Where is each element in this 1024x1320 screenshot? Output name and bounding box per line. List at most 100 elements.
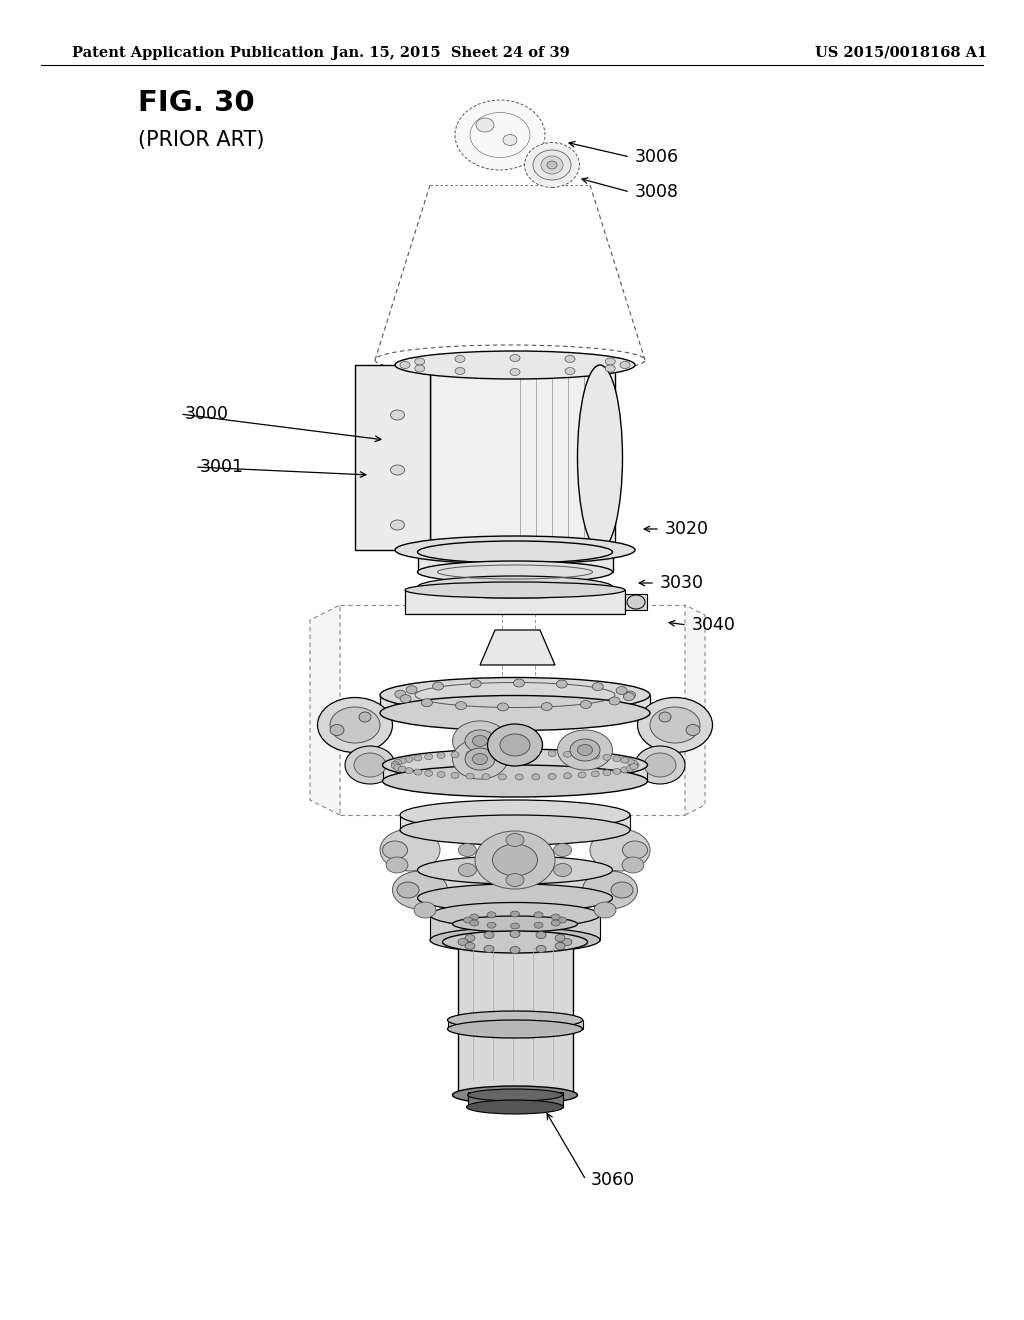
Ellipse shape xyxy=(510,368,520,375)
Bar xyxy=(406,590,625,614)
Ellipse shape xyxy=(631,762,639,768)
Ellipse shape xyxy=(437,752,445,759)
Ellipse shape xyxy=(583,871,638,909)
Bar xyxy=(447,1020,583,1030)
Ellipse shape xyxy=(470,913,479,920)
Ellipse shape xyxy=(511,911,519,917)
Ellipse shape xyxy=(630,764,638,770)
Ellipse shape xyxy=(484,945,494,953)
Ellipse shape xyxy=(422,698,432,706)
Text: FIG. 30: FIG. 30 xyxy=(138,88,255,117)
Ellipse shape xyxy=(465,942,475,949)
Ellipse shape xyxy=(524,143,580,187)
Ellipse shape xyxy=(391,763,399,768)
Ellipse shape xyxy=(499,774,507,780)
Ellipse shape xyxy=(638,697,713,752)
Ellipse shape xyxy=(418,884,612,912)
Ellipse shape xyxy=(380,829,440,871)
Ellipse shape xyxy=(475,832,555,888)
Ellipse shape xyxy=(459,863,476,876)
Ellipse shape xyxy=(590,829,650,871)
Ellipse shape xyxy=(592,682,603,690)
Bar xyxy=(383,766,647,781)
Ellipse shape xyxy=(354,752,386,777)
Ellipse shape xyxy=(392,871,447,909)
Ellipse shape xyxy=(659,711,671,722)
Ellipse shape xyxy=(383,766,647,797)
Ellipse shape xyxy=(465,748,495,770)
Ellipse shape xyxy=(467,1100,563,1114)
Ellipse shape xyxy=(493,843,538,876)
Ellipse shape xyxy=(605,358,615,366)
Ellipse shape xyxy=(578,366,623,550)
Ellipse shape xyxy=(406,756,413,763)
Ellipse shape xyxy=(437,771,445,777)
Ellipse shape xyxy=(630,760,638,767)
Bar xyxy=(458,942,572,1096)
Polygon shape xyxy=(310,605,340,814)
Ellipse shape xyxy=(414,755,422,760)
Ellipse shape xyxy=(644,752,676,777)
Ellipse shape xyxy=(380,677,650,713)
Text: 3006: 3006 xyxy=(635,148,679,166)
Bar xyxy=(418,552,612,572)
Ellipse shape xyxy=(555,942,565,949)
Ellipse shape xyxy=(609,697,621,705)
Ellipse shape xyxy=(531,774,540,780)
Ellipse shape xyxy=(330,725,344,735)
Ellipse shape xyxy=(395,536,635,564)
Ellipse shape xyxy=(611,882,633,898)
Ellipse shape xyxy=(317,697,392,752)
Bar xyxy=(380,696,650,713)
Bar xyxy=(625,594,647,610)
Ellipse shape xyxy=(430,928,600,953)
Ellipse shape xyxy=(627,766,634,771)
Ellipse shape xyxy=(398,766,407,772)
Text: 3040: 3040 xyxy=(692,616,736,634)
Ellipse shape xyxy=(482,750,489,756)
Ellipse shape xyxy=(465,730,495,752)
Ellipse shape xyxy=(612,755,621,762)
Ellipse shape xyxy=(456,702,467,710)
Ellipse shape xyxy=(510,355,520,362)
Ellipse shape xyxy=(345,746,395,784)
Ellipse shape xyxy=(465,935,475,941)
Ellipse shape xyxy=(623,841,647,859)
Ellipse shape xyxy=(425,754,433,760)
Ellipse shape xyxy=(612,768,621,775)
Ellipse shape xyxy=(453,916,578,932)
Ellipse shape xyxy=(500,734,530,756)
Ellipse shape xyxy=(393,759,401,766)
Ellipse shape xyxy=(418,576,612,598)
Ellipse shape xyxy=(565,355,575,363)
Ellipse shape xyxy=(563,772,571,779)
Polygon shape xyxy=(480,630,555,665)
Ellipse shape xyxy=(635,746,685,784)
Text: 3000: 3000 xyxy=(185,405,229,422)
Ellipse shape xyxy=(621,767,629,774)
Ellipse shape xyxy=(511,923,519,929)
Ellipse shape xyxy=(510,931,520,937)
Ellipse shape xyxy=(455,100,545,170)
Ellipse shape xyxy=(476,117,494,132)
Ellipse shape xyxy=(400,694,411,702)
Ellipse shape xyxy=(390,411,404,420)
Ellipse shape xyxy=(414,770,422,775)
Ellipse shape xyxy=(627,759,634,764)
Ellipse shape xyxy=(591,771,599,777)
Bar xyxy=(430,915,600,940)
Ellipse shape xyxy=(624,693,635,701)
Ellipse shape xyxy=(686,725,700,735)
Ellipse shape xyxy=(594,902,616,917)
Ellipse shape xyxy=(406,582,625,598)
Ellipse shape xyxy=(499,750,507,756)
Ellipse shape xyxy=(482,774,489,780)
Ellipse shape xyxy=(395,690,406,698)
Ellipse shape xyxy=(579,772,586,777)
Ellipse shape xyxy=(531,750,540,756)
Text: 3030: 3030 xyxy=(660,574,705,591)
Ellipse shape xyxy=(591,754,599,759)
Ellipse shape xyxy=(605,366,615,372)
Ellipse shape xyxy=(383,841,408,859)
Ellipse shape xyxy=(472,754,487,764)
